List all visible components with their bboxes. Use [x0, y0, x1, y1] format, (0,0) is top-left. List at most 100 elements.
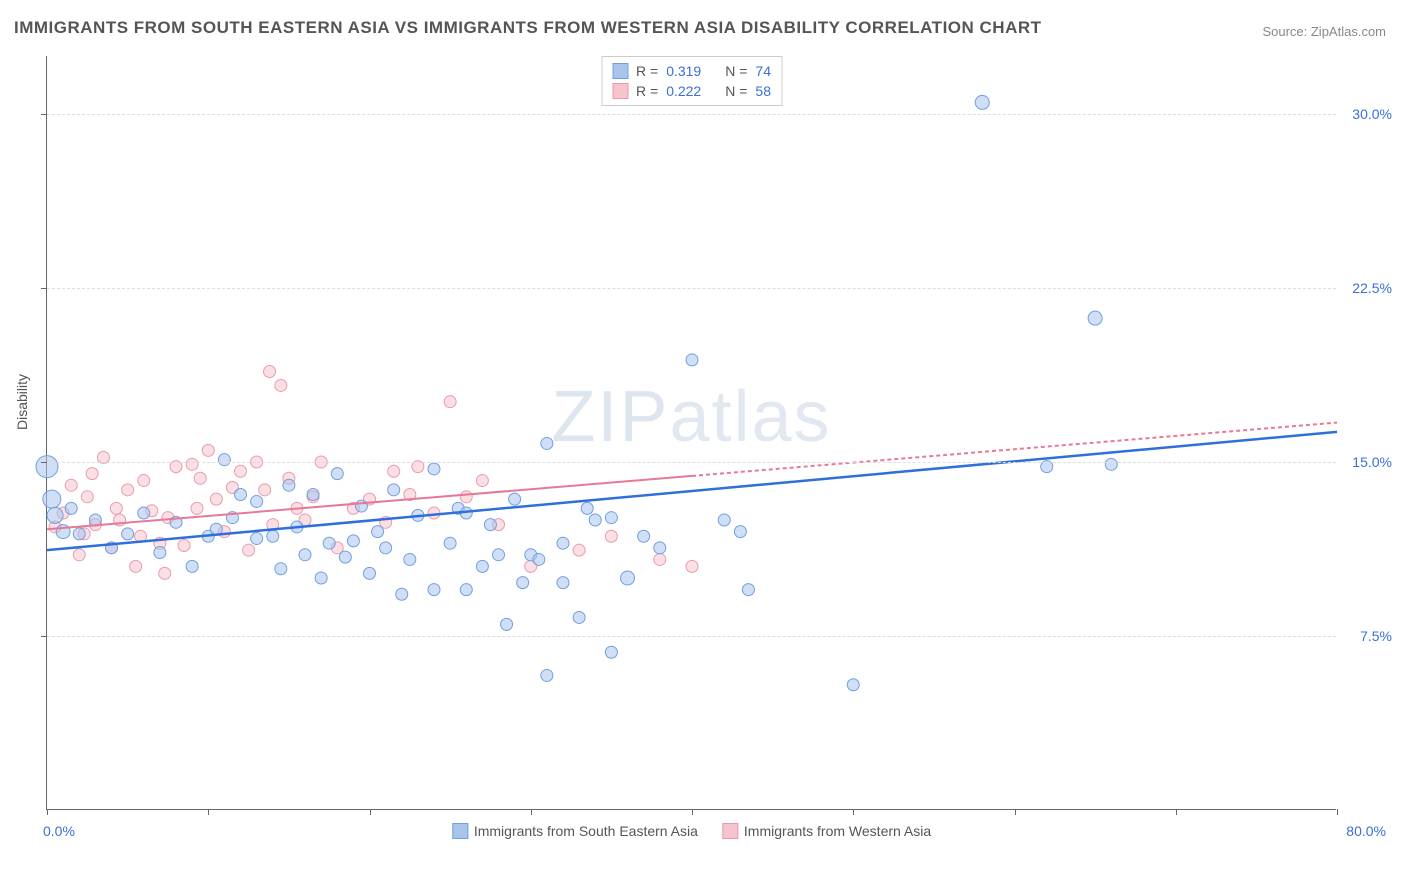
- scatter-point: [388, 484, 400, 496]
- scatter-point: [275, 563, 287, 575]
- scatter-point: [65, 502, 77, 514]
- gridline: [47, 114, 1336, 115]
- y-tick: [41, 114, 47, 115]
- scatter-point: [307, 488, 319, 500]
- x-tick: [531, 809, 532, 815]
- x-tick: [370, 809, 371, 815]
- scatter-point: [686, 354, 698, 366]
- scatter-point: [202, 444, 214, 456]
- chart-title: IMMIGRANTS FROM SOUTH EASTERN ASIA VS IM…: [14, 18, 1042, 38]
- scatter-point: [428, 584, 440, 596]
- y-tick-label: 22.5%: [1352, 280, 1392, 296]
- scatter-point: [444, 537, 456, 549]
- scatter-point: [388, 465, 400, 477]
- scatter-point: [501, 618, 513, 630]
- scatter-point: [130, 560, 142, 572]
- scatter-point: [235, 465, 247, 477]
- scatter-point: [218, 454, 230, 466]
- scatter-point: [36, 456, 58, 478]
- gridline: [47, 288, 1336, 289]
- scatter-point: [267, 530, 279, 542]
- scatter-point: [73, 528, 85, 540]
- scatter-point: [110, 502, 122, 514]
- scatter-point: [186, 560, 198, 572]
- scatter-point: [404, 553, 416, 565]
- scatter-point: [283, 479, 295, 491]
- scatter-point: [581, 502, 593, 514]
- y-tick-label: 15.0%: [1352, 454, 1392, 470]
- scatter-point: [517, 577, 529, 589]
- scatter-point: [355, 500, 367, 512]
- scatter-point: [259, 484, 271, 496]
- scatter-point: [460, 584, 472, 596]
- scatter-point: [243, 544, 255, 556]
- scatter-point: [654, 553, 666, 565]
- legend-label-1: Immigrants from South Eastern Asia: [474, 823, 698, 839]
- scatter-point: [347, 535, 359, 547]
- scatter-point: [372, 526, 384, 538]
- scatter-point: [573, 544, 585, 556]
- y-tick-label: 30.0%: [1352, 106, 1392, 122]
- x-tick: [853, 809, 854, 815]
- scatter-point: [638, 530, 650, 542]
- y-tick: [41, 636, 47, 637]
- scatter-point: [159, 567, 171, 579]
- scatter-point: [122, 484, 134, 496]
- y-axis-label: Disability: [14, 374, 30, 430]
- x-tick: [692, 809, 693, 815]
- scatter-point: [557, 537, 569, 549]
- scatter-point: [654, 542, 666, 554]
- scatter-point: [605, 530, 617, 542]
- x-axis-min: 0.0%: [43, 823, 75, 839]
- scatter-point: [122, 528, 134, 540]
- scatter-point: [178, 540, 190, 552]
- trend-line: [692, 423, 1337, 476]
- scatter-point: [43, 490, 61, 508]
- scatter-point: [81, 491, 93, 503]
- scatter-point: [734, 526, 746, 538]
- scatter-point: [493, 549, 505, 561]
- scatter-point: [476, 475, 488, 487]
- scatter-point: [686, 560, 698, 572]
- legend-item-1: Immigrants from South Eastern Asia: [452, 823, 698, 839]
- scatter-point: [484, 519, 496, 531]
- scatter-point: [264, 366, 276, 378]
- scatter-point: [315, 572, 327, 584]
- scatter-point: [73, 549, 85, 561]
- scatter-point: [605, 646, 617, 658]
- scatter-point: [541, 669, 553, 681]
- scatter-point: [460, 491, 472, 503]
- scatter-point: [275, 379, 287, 391]
- scatter-point: [605, 512, 617, 524]
- legend-item-2: Immigrants from Western Asia: [722, 823, 931, 839]
- scatter-point: [251, 495, 263, 507]
- y-tick-label: 7.5%: [1360, 628, 1392, 644]
- legend-label-2: Immigrants from Western Asia: [744, 823, 931, 839]
- scatter-point: [589, 514, 601, 526]
- scatter-point: [847, 679, 859, 691]
- x-tick: [208, 809, 209, 815]
- scatter-point: [235, 488, 247, 500]
- scatter-point: [339, 551, 351, 563]
- scatter-point: [975, 95, 989, 109]
- scatter-point: [573, 611, 585, 623]
- scatter-point: [251, 533, 263, 545]
- scatter-point: [47, 507, 63, 523]
- x-axis-max: 80.0%: [1346, 823, 1386, 839]
- scatter-point: [138, 507, 150, 519]
- y-tick: [41, 462, 47, 463]
- scatter-point: [444, 396, 456, 408]
- scatter-point: [1088, 311, 1102, 325]
- x-tick: [1015, 809, 1016, 815]
- y-tick: [41, 288, 47, 289]
- scatter-point: [621, 571, 635, 585]
- scatter-point: [194, 472, 206, 484]
- scatter-point: [331, 468, 343, 480]
- scatter-point: [154, 546, 166, 558]
- scatter-point: [299, 549, 311, 561]
- series-legend: Immigrants from South Eastern Asia Immig…: [452, 823, 931, 839]
- scatter-point: [380, 542, 392, 554]
- scatter-point: [138, 475, 150, 487]
- scatter-point: [65, 479, 77, 491]
- x-tick: [1176, 809, 1177, 815]
